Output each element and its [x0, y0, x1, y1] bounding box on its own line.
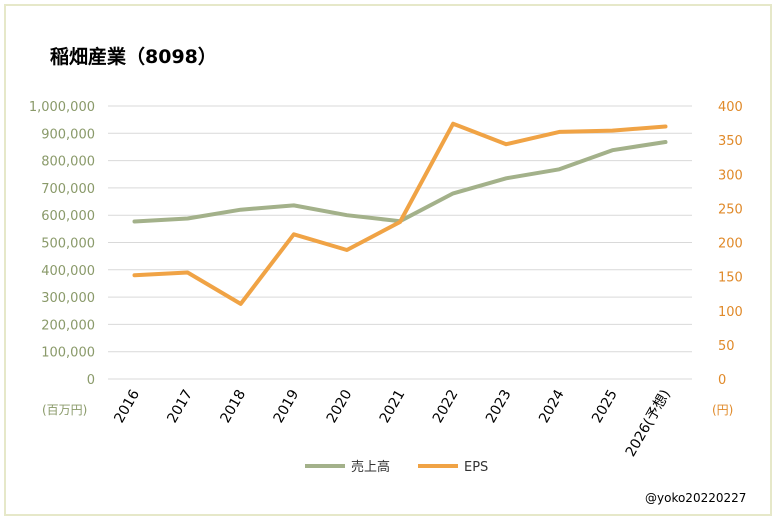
- y-right-tick-label: 350: [718, 134, 743, 149]
- y-right-tick-label: 0: [718, 373, 726, 388]
- x-tick-label: 2023: [483, 387, 515, 426]
- y-left-unit: (百万円): [42, 403, 87, 417]
- series-line-eps: [132, 121, 668, 306]
- x-tick-label: 2024: [536, 387, 568, 426]
- y-left-tick-label: 900,000: [41, 127, 95, 142]
- legend-label: 売上高: [351, 459, 390, 475]
- y-left-tick-label: 300,000: [41, 291, 95, 306]
- x-tick-label: 2025: [589, 387, 621, 426]
- legend: 売上高 EPS: [305, 459, 488, 475]
- y-right-tick-label: 150: [718, 271, 743, 286]
- y-right-tick-label: 100: [718, 305, 743, 320]
- y-right-tick-label: 200: [718, 237, 743, 252]
- y-right-tick-label: 250: [718, 202, 743, 217]
- y-left-tick-label: 0: [87, 373, 95, 388]
- chart-frame: [4, 4, 772, 516]
- series-line-sales: [132, 140, 668, 224]
- x-tick-label: 2020: [324, 387, 356, 426]
- y-right-unit: (円): [712, 403, 733, 417]
- credit-text: @yoko20220227: [645, 491, 746, 505]
- y-right-tick-label: 400: [718, 100, 743, 115]
- y-left-tick-label: 500,000: [41, 237, 95, 252]
- y-left-tick-label: 1,000,000: [29, 100, 95, 115]
- x-tick-label: 2026(予想): [623, 387, 674, 460]
- x-tick-label: 2022: [430, 387, 462, 426]
- y-left-tick-label: 200,000: [41, 318, 95, 333]
- y-left-tick-label: 100,000: [41, 346, 95, 361]
- y-left-tick-label: 400,000: [41, 264, 95, 279]
- y-right-tick-label: 50: [718, 339, 735, 354]
- x-tick-label: 2017: [164, 387, 196, 426]
- chart-title: 稲畑産業（8098）: [50, 45, 217, 68]
- y-right-tick-label: 300: [718, 168, 743, 183]
- x-tick-label: 2021: [377, 387, 409, 426]
- x-tick-label: 2016: [111, 387, 143, 426]
- y-left-tick-label: 800,000: [41, 155, 95, 170]
- x-tick-label: 2019: [271, 387, 303, 426]
- x-tick-label: 2018: [218, 387, 250, 426]
- y-left-tick-label: 700,000: [41, 182, 95, 197]
- y-left-tick-label: 600,000: [41, 209, 95, 224]
- legend-label: EPS: [464, 460, 488, 475]
